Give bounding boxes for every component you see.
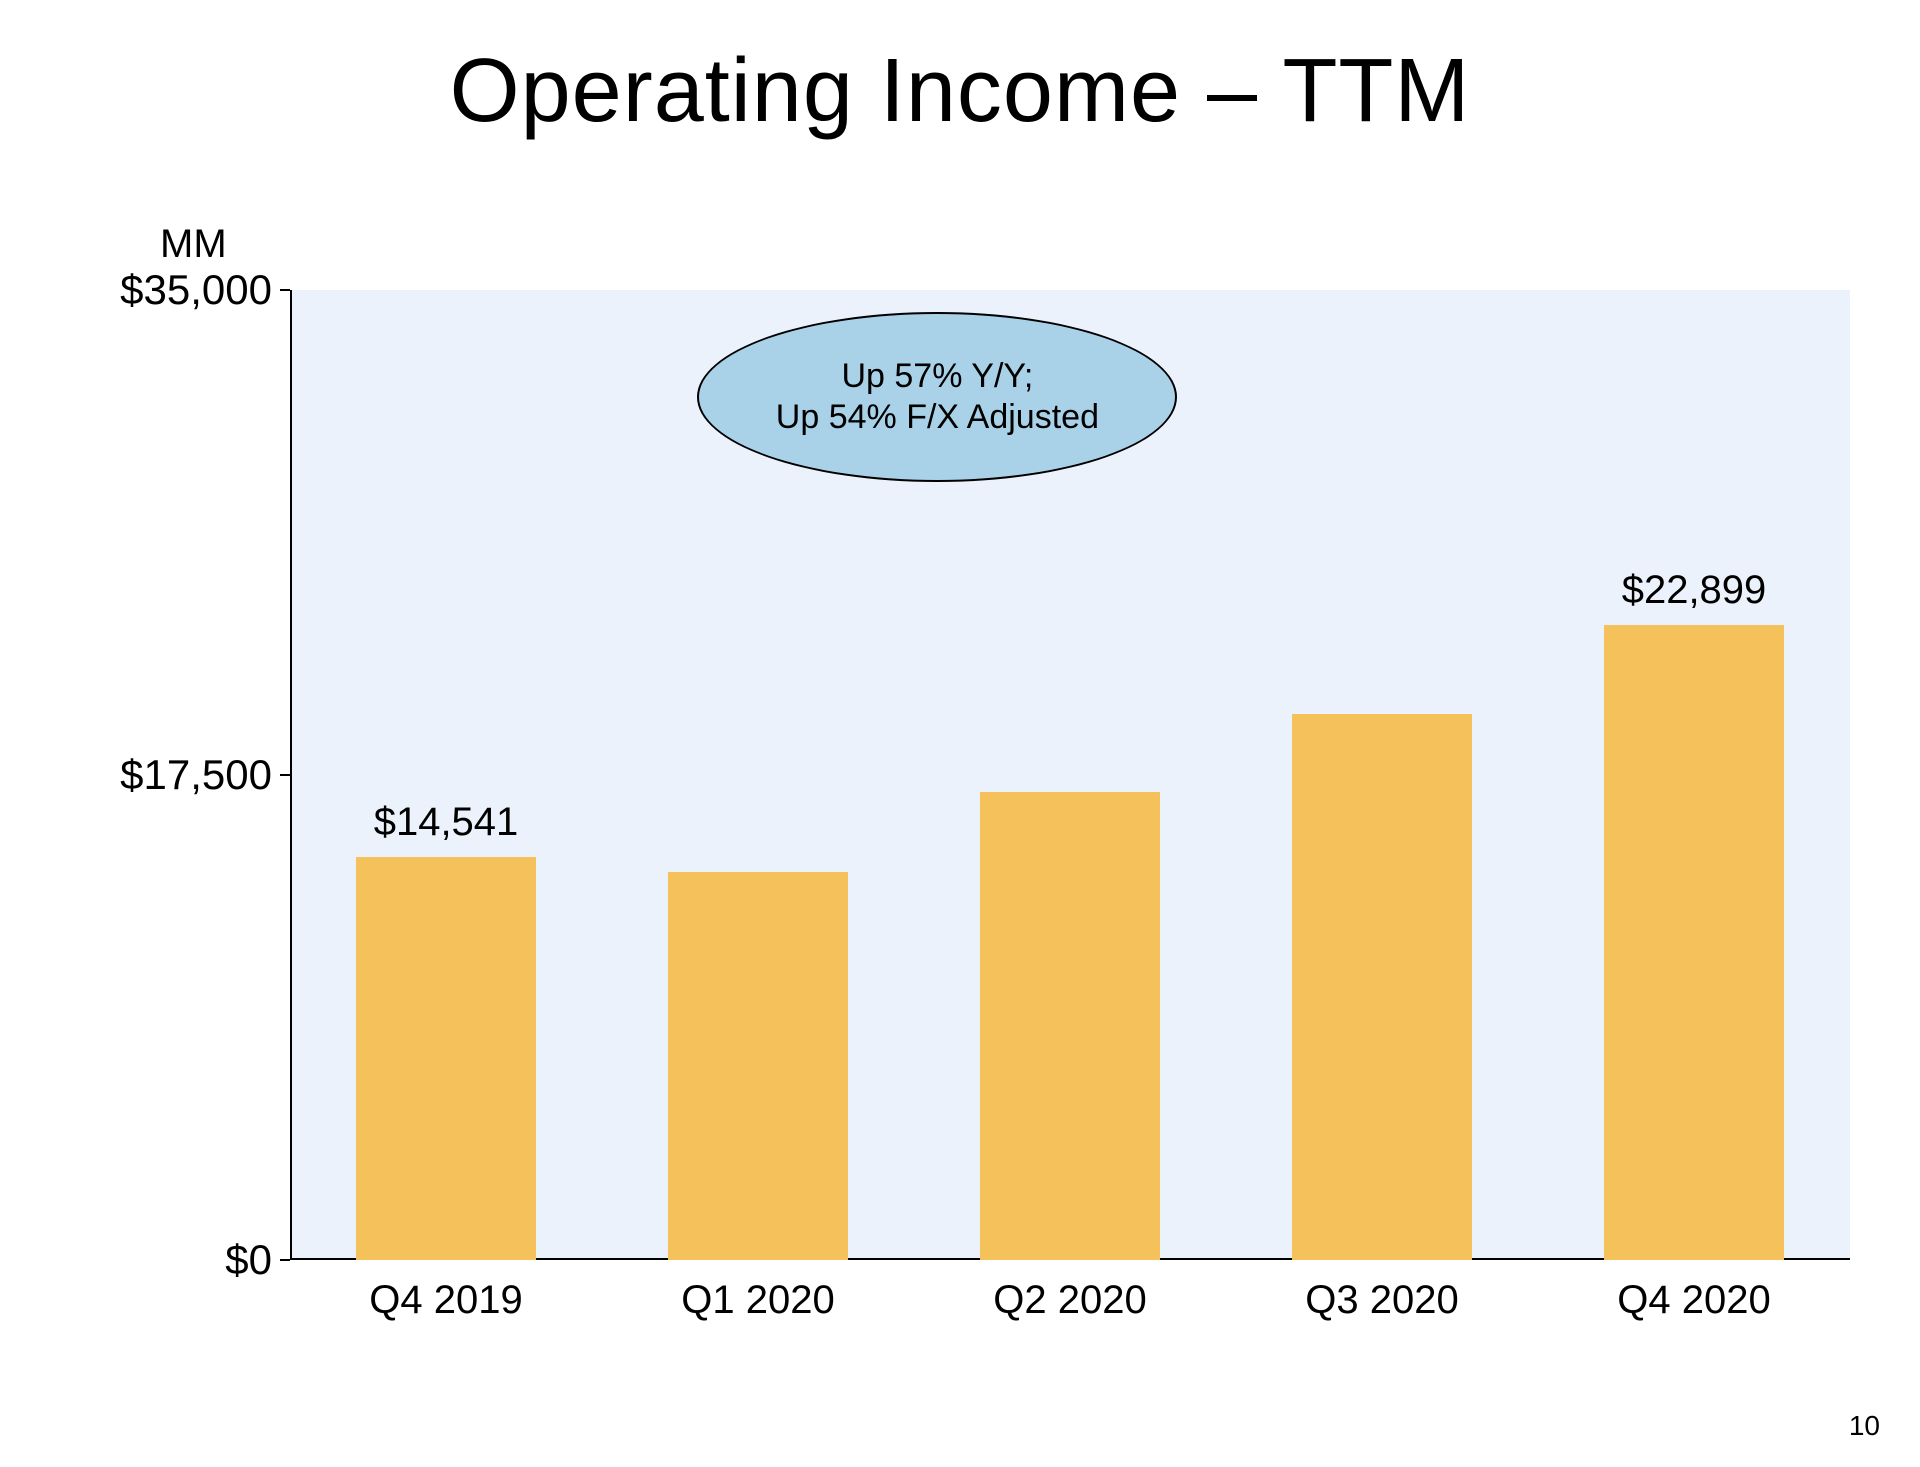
callout-line-2: Up 54% F/X Adjusted: [776, 397, 1099, 438]
bar: $14,541: [356, 857, 537, 1260]
bar: $22,899: [1604, 625, 1785, 1260]
chart-title: Operating Income – TTM: [0, 40, 1920, 143]
x-category-label: Q1 2020: [681, 1260, 834, 1323]
y-axis-unit-label: MM: [160, 222, 227, 267]
y-tick-label: $17,500: [120, 751, 290, 799]
x-category-label: Q3 2020: [1305, 1260, 1458, 1323]
bar-value-label: $14,541: [265, 800, 627, 857]
x-category-label: Q4 2019: [369, 1260, 522, 1323]
chart-container: $0$17,500$35,000$14,541Q4 2019Q1 2020Q2 …: [290, 290, 1850, 1260]
y-tick-label: $35,000: [120, 266, 290, 314]
x-category-label: Q4 2020: [1617, 1260, 1770, 1323]
y-axis: [290, 290, 292, 1260]
y-tick-label: $0: [225, 1236, 290, 1284]
bar: [1292, 714, 1473, 1260]
bar: [668, 872, 849, 1260]
page-number: 10: [1849, 1410, 1880, 1442]
x-category-label: Q2 2020: [993, 1260, 1146, 1323]
callout-ellipse: Up 57% Y/Y;Up 54% F/X Adjusted: [697, 312, 1177, 482]
slide: Operating Income – TTM MM $0$17,500$35,0…: [0, 0, 1920, 1467]
bar-value-label: $22,899: [1513, 568, 1875, 625]
bar: [980, 792, 1161, 1260]
callout-line-1: Up 57% Y/Y;: [841, 356, 1033, 397]
plot-area: $0$17,500$35,000$14,541Q4 2019Q1 2020Q2 …: [290, 290, 1850, 1260]
